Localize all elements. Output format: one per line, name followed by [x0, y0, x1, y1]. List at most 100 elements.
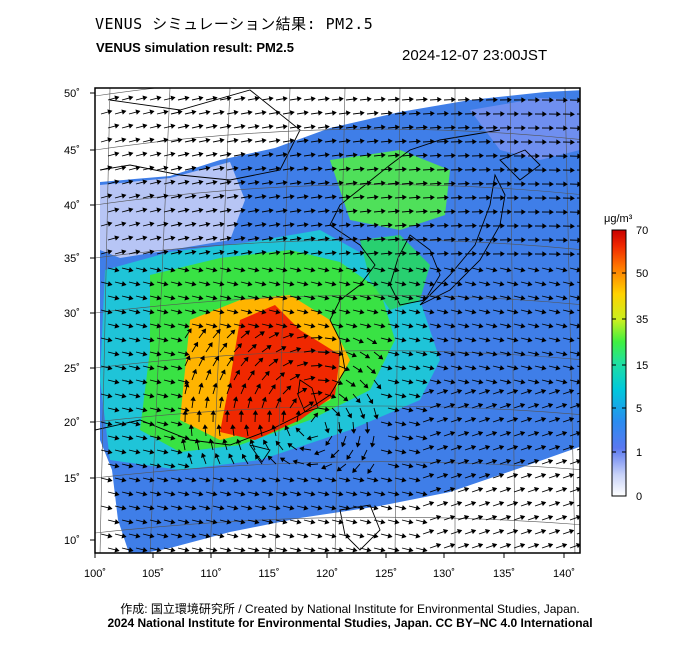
- wind-arrow-head: [591, 352, 595, 356]
- wind-arrow-head: [163, 393, 169, 399]
- wind-arrow-head: [388, 194, 393, 201]
- wind-arrow-head: [310, 180, 316, 186]
- wind-arrow-head: [343, 396, 349, 402]
- wind-arrow-head: [450, 458, 456, 465]
- wind-arrow-head: [331, 110, 337, 116]
- wind-arrow-head: [576, 430, 580, 437]
- wind-arrow-head: [464, 430, 470, 437]
- wind-arrow-head: [194, 438, 201, 444]
- wind-arrow-head: [156, 519, 162, 525]
- wind-arrow-head: [317, 390, 323, 396]
- wind-arrow-head: [142, 295, 148, 301]
- wind-arrow-head: [478, 267, 484, 273]
- wind-arrow-head: [107, 421, 113, 427]
- wind-arrow-head: [555, 388, 561, 395]
- wind-arrow-head: [549, 97, 554, 103]
- wind-arrow-head: [520, 458, 526, 465]
- wind-arrow-head: [107, 281, 113, 287]
- wind-arrow-head: [244, 330, 251, 336]
- wind-arrow-head: [451, 96, 456, 103]
- wind-arrow-head: [226, 179, 232, 186]
- wind-arrow-head: [437, 236, 442, 243]
- wind-arrow-head: [121, 249, 127, 255]
- wind-arrow-head: [193, 341, 199, 348]
- wind-arrow-head: [205, 477, 211, 483]
- wind-arrow-head: [368, 398, 374, 405]
- wind-arrow-head: [542, 167, 547, 173]
- wind-arrow-head: [457, 309, 463, 315]
- wind-arrow-head: [591, 324, 595, 328]
- wind-arrow-head: [528, 167, 533, 173]
- wind-arrow-head: [289, 477, 295, 483]
- longitude-label: 135˚: [493, 568, 515, 580]
- wind-arrow-head: [191, 193, 197, 199]
- wind-arrow-head: [436, 379, 442, 385]
- wind-arrow-head: [464, 379, 470, 385]
- wind-arrow-head: [478, 323, 484, 329]
- wind-arrow-head: [214, 355, 220, 361]
- wind-arrow-head: [493, 181, 498, 187]
- wind-arrow-head: [142, 547, 148, 553]
- latitude-label: 30˚: [64, 308, 80, 320]
- wind-arrow-head: [352, 267, 358, 273]
- wind-arrow-head: [149, 421, 155, 427]
- wind-arrow-head: [556, 223, 561, 229]
- wind-arrow-head: [142, 491, 148, 497]
- wind-arrow-head: [198, 207, 204, 214]
- wind-arrow-head: [244, 424, 250, 430]
- wind-arrow-head: [464, 542, 470, 549]
- wind-arrow-head: [142, 519, 148, 525]
- wind-arrow-head: [534, 430, 540, 437]
- wind-arrow-head: [212, 123, 218, 130]
- wind-arrow-head: [224, 410, 230, 415]
- wind-arrow-head: [205, 505, 211, 511]
- wind-arrow-head: [310, 547, 316, 553]
- wind-arrow-head: [142, 179, 148, 185]
- wind-arrow-head: [548, 514, 554, 521]
- wind-arrow-head: [549, 153, 554, 159]
- wind-arrow-head: [499, 365, 505, 371]
- wind-arrow-head: [562, 486, 568, 493]
- wind-arrow-head: [374, 110, 379, 116]
- wind-arrow-head: [592, 126, 595, 130]
- wind-arrow-head: [436, 486, 442, 493]
- wind-arrow-head: [388, 110, 393, 117]
- wind-arrow-head: [261, 221, 267, 228]
- wind-arrow-head: [415, 309, 421, 315]
- wind-arrow-head: [562, 430, 568, 437]
- wind-arrow-head: [352, 295, 358, 301]
- wind-arrow-head: [429, 388, 435, 395]
- wind-arrow-head: [149, 365, 155, 371]
- wind-arrow-head: [591, 488, 595, 492]
- wind-arrow-head: [499, 500, 505, 507]
- wind-arrow: [584, 544, 594, 548]
- wind-arrow-head: [240, 235, 246, 242]
- wind-arrow-head: [541, 528, 547, 535]
- wind-arrow-head: [275, 250, 281, 256]
- wind-arrow-head: [534, 542, 540, 549]
- wind-arrow-head: [149, 309, 155, 315]
- wind-arrow-head: [191, 533, 197, 539]
- wind-arrow-head: [507, 209, 512, 215]
- wind-arrow-head: [499, 309, 505, 315]
- wind-arrow-head: [295, 427, 301, 433]
- wind-arrow-head: [541, 472, 547, 479]
- wind-arrow-head: [401, 421, 407, 427]
- wind-arrow-head: [251, 344, 257, 349]
- wind-arrow-head: [282, 208, 288, 214]
- wind-arrow-head: [310, 491, 316, 497]
- wind-arrow-head: [444, 110, 449, 117]
- wind-arrow-head: [394, 519, 400, 525]
- wind-arrow-head: [187, 452, 193, 458]
- wind-arrow-head: [331, 533, 337, 539]
- wind-arrow-head: [268, 236, 274, 242]
- wind-arrow-head: [226, 123, 232, 130]
- wind-arrow-head: [212, 235, 218, 242]
- wind-arrow-head: [170, 151, 176, 157]
- wind-arrow-head: [268, 519, 274, 525]
- wind-arrow-head: [345, 281, 351, 287]
- wind-arrow-head: [196, 410, 202, 415]
- wind-arrow-head: [317, 309, 323, 315]
- wind-arrow-head: [228, 453, 234, 459]
- wind-arrow-head: [289, 533, 295, 539]
